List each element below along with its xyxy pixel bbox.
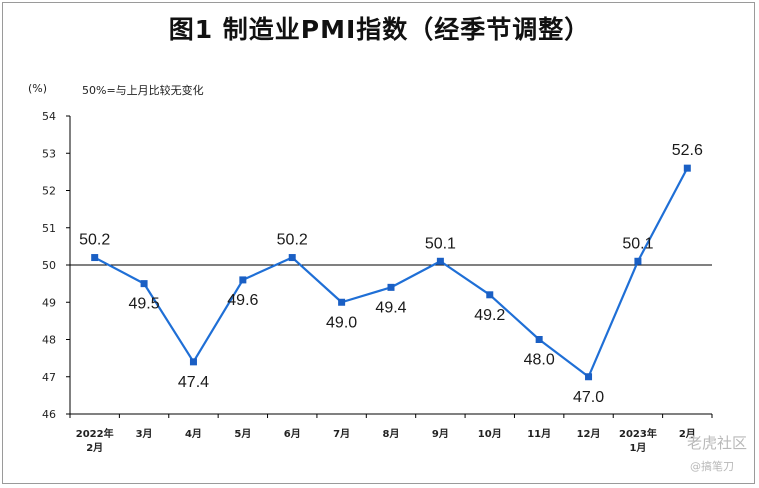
y-tick-label: 54 <box>42 110 56 123</box>
y-tick-label: 47 <box>42 371 56 384</box>
data-label: 49.4 <box>375 299 406 316</box>
x-tick-label: 1月 <box>629 442 646 454</box>
data-label: 48.0 <box>524 352 555 369</box>
watermark-user: @搞笔刀 <box>690 460 734 473</box>
x-tick-label: 2023年 <box>619 427 657 440</box>
data-label: 49.0 <box>326 314 357 331</box>
data-point-marker <box>140 280 148 288</box>
data-label: 49.6 <box>227 292 258 309</box>
data-label: 47.4 <box>178 374 209 391</box>
data-point-marker <box>338 298 346 306</box>
x-tick-label: 7月 <box>333 428 350 440</box>
data-point-marker <box>91 254 99 262</box>
data-label: 50.2 <box>79 232 110 249</box>
data-point-marker <box>585 373 593 381</box>
x-tick-label: 12月 <box>577 428 601 440</box>
y-tick-label: 48 <box>42 334 56 347</box>
x-tick-label: 10月 <box>478 428 502 440</box>
y-tick-label: 51 <box>42 222 56 235</box>
x-tick-label: 11月 <box>527 428 551 440</box>
x-tick-label: 5月 <box>234 428 251 440</box>
data-point-marker <box>634 257 642 265</box>
data-point-marker <box>486 291 494 299</box>
data-point-marker <box>387 283 395 291</box>
data-point-marker <box>683 164 691 172</box>
y-axis-unit-label: (%) <box>28 82 48 95</box>
watermark-brand: 老虎社区 <box>687 434 748 452</box>
x-tick-label: 2月 <box>86 442 103 454</box>
data-label: 50.1 <box>622 235 653 252</box>
chart-title: 图1 制造业PMI指数（经季节调整） <box>168 15 591 44</box>
x-tick-label: 3月 <box>136 428 153 440</box>
data-label: 49.2 <box>474 307 505 324</box>
pmi-series-line <box>94 167 689 378</box>
data-label: 49.5 <box>129 296 160 313</box>
data-label: 52.6 <box>672 142 703 159</box>
data-point-marker <box>288 254 296 262</box>
data-label: 47.0 <box>573 389 604 406</box>
data-point-marker <box>436 257 444 265</box>
x-tick-label: 2022年 <box>76 427 114 440</box>
x-tick-label: 4月 <box>185 428 202 440</box>
y-tick-label: 46 <box>42 408 56 421</box>
y-tick-label: 50 <box>42 259 56 272</box>
y-tick-label: 49 <box>42 296 56 309</box>
x-tick-label: 2月 <box>679 428 696 440</box>
x-tick-label: 8月 <box>383 428 400 440</box>
chart-note: 50%=与上月比较无变化 <box>82 84 204 97</box>
data-label: 50.2 <box>277 232 308 249</box>
y-tick-label: 53 <box>42 147 56 160</box>
data-point-marker <box>189 358 197 366</box>
data-point-marker <box>239 276 247 284</box>
x-tick-label: 9月 <box>432 428 449 440</box>
data-label: 50.1 <box>425 235 456 252</box>
x-tick-label: 6月 <box>284 428 301 440</box>
chart-frame <box>2 2 755 484</box>
y-tick-label: 52 <box>42 185 56 198</box>
data-point-marker <box>535 336 543 343</box>
